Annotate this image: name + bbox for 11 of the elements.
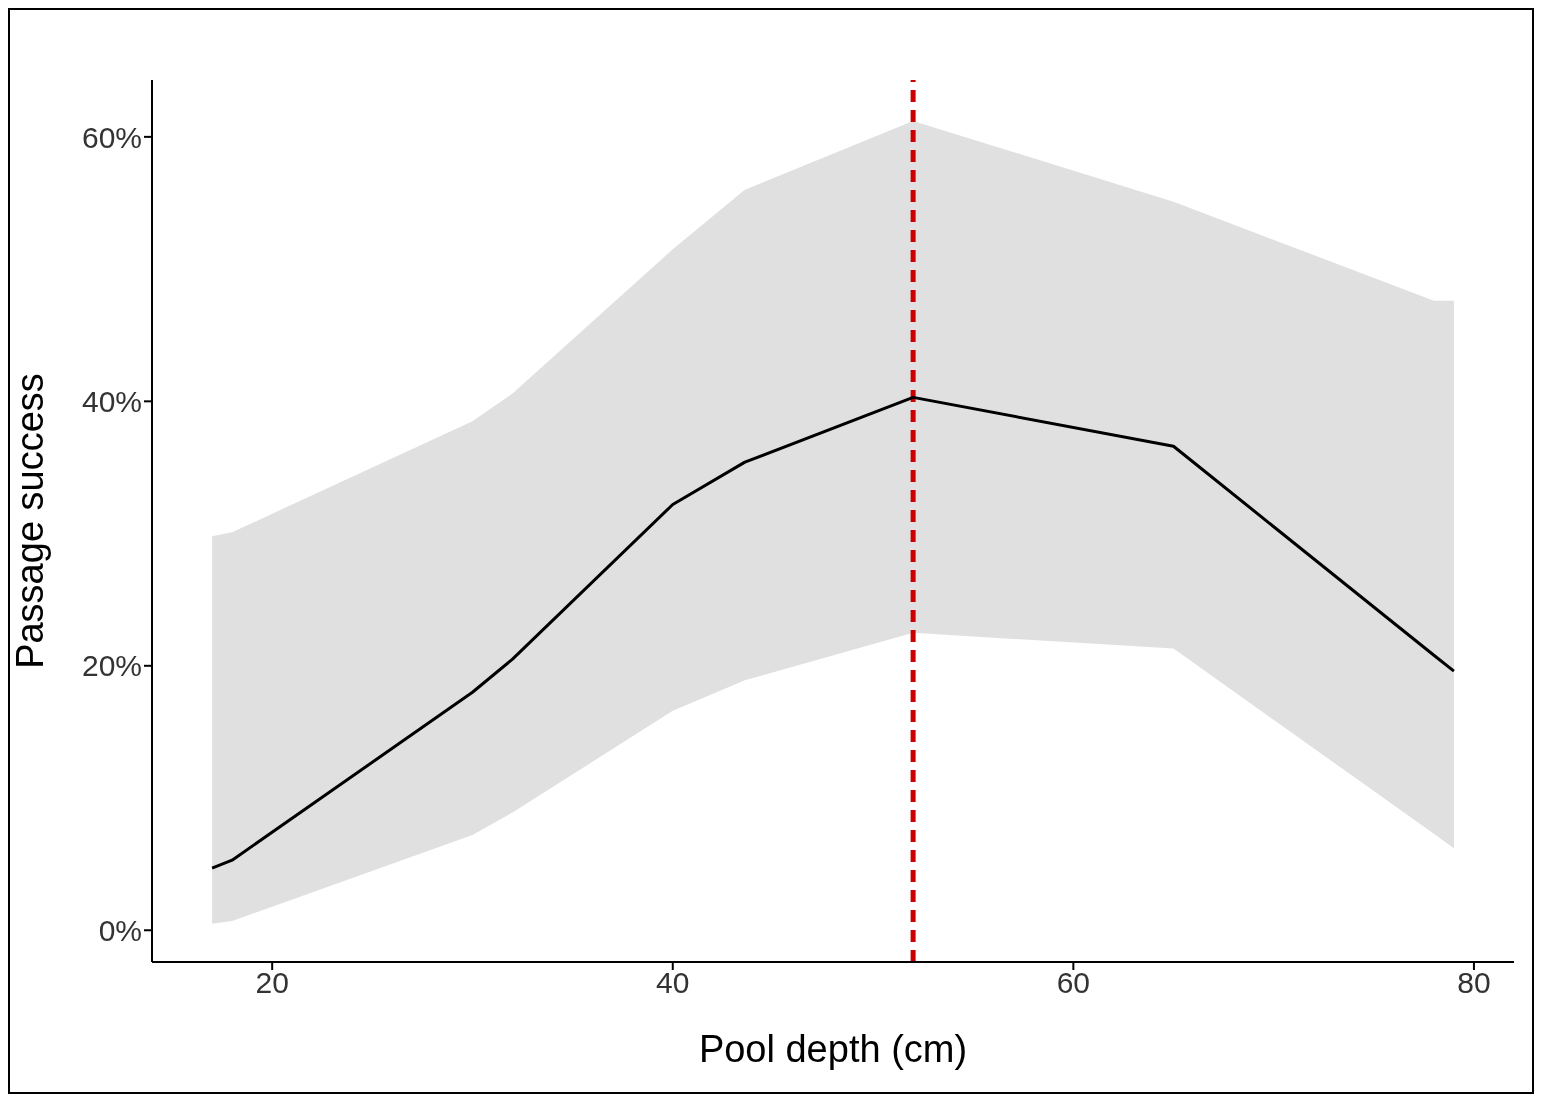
y-tick-label: 40% [81, 384, 142, 418]
y-tick-label: 0% [98, 913, 142, 947]
x-tick-label: 80 [1457, 966, 1491, 1000]
x-axis-title: Pool depth (cm) [698, 1028, 968, 1070]
line-series [210, 395, 1456, 870]
x-tick-label: 60 [1056, 966, 1091, 1000]
y-tick-label: 60% [81, 120, 142, 154]
x-tick-label: 20 [255, 966, 289, 1000]
y-axis-title: Passage success [9, 373, 52, 669]
y-tick-label: 20% [81, 649, 142, 683]
x-tick-label: 40 [656, 966, 690, 1000]
